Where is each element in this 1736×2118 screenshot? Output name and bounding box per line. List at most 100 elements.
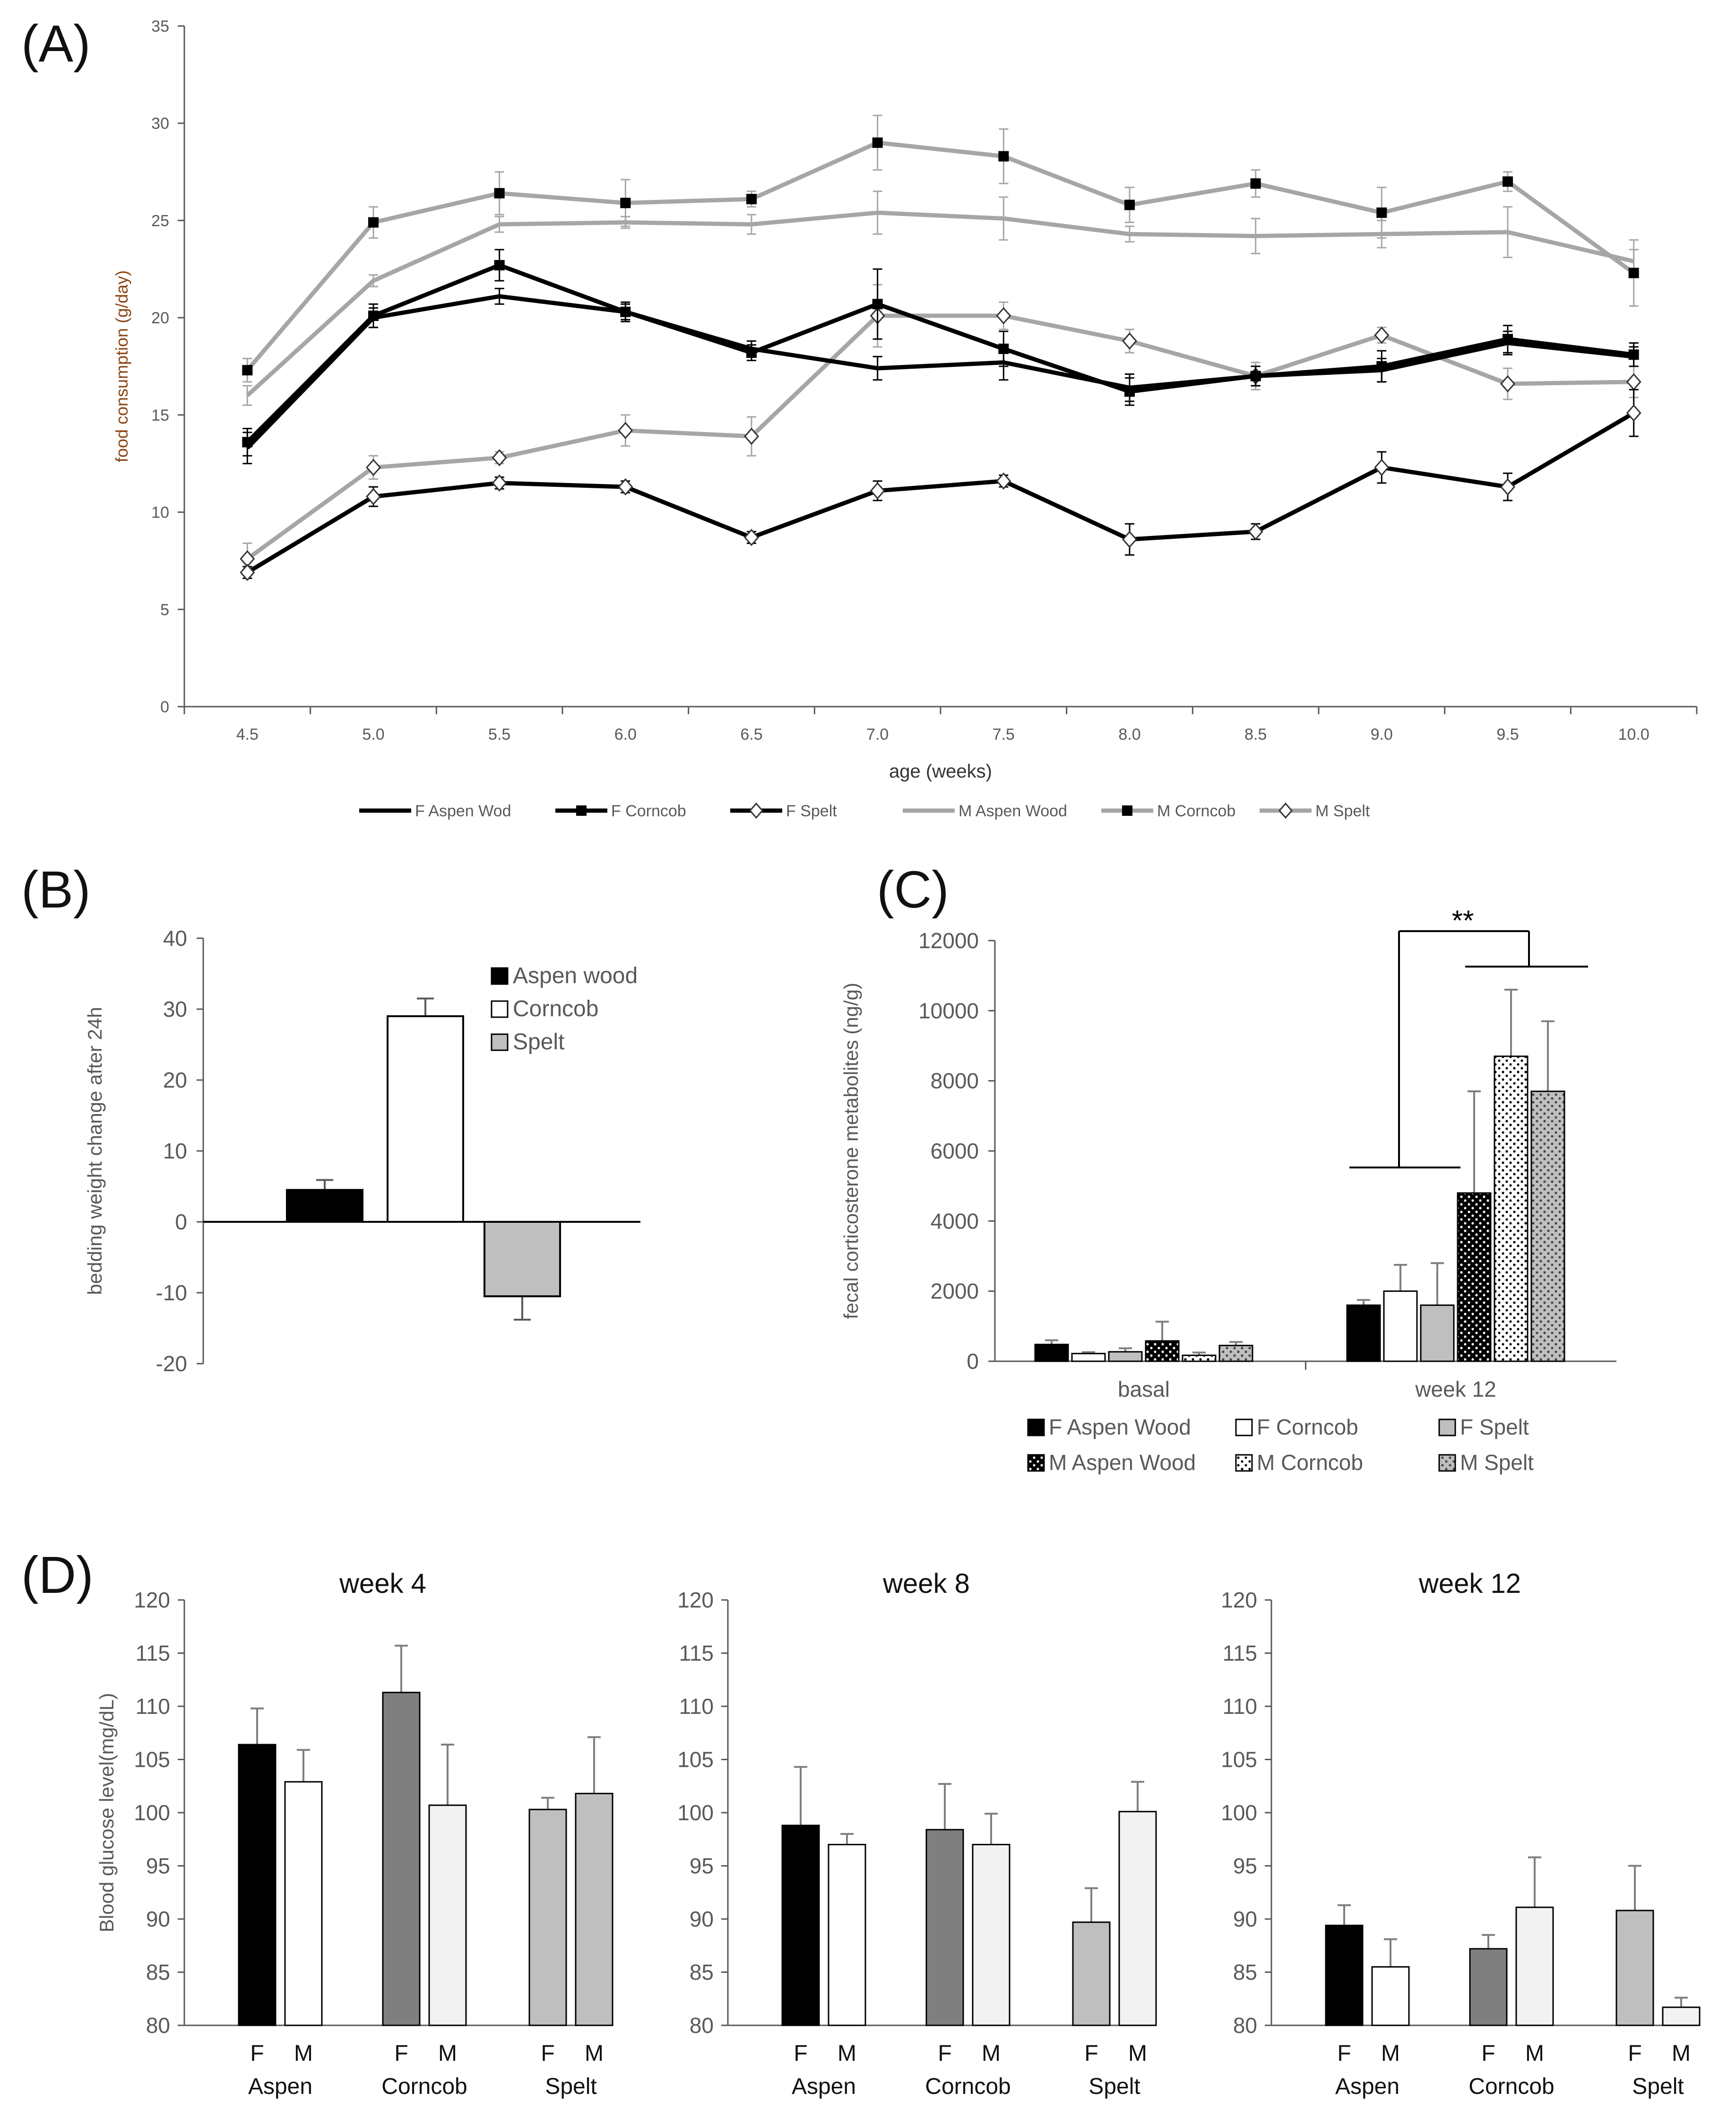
c-y-axis-label: fecal corticosterone metabolites (ng/g) [840,983,862,1319]
d-y-tick-label: 110 [679,1694,714,1719]
d-bar-label: M [438,2041,457,2066]
a-data-point [1122,332,1137,350]
d-y-tick-label: 120 [134,1588,170,1612]
d-group-label: Aspen [1335,2074,1399,2099]
a-data-point [746,194,757,205]
d-y-tick-label: 90 [690,1907,714,1931]
a-series-line [246,313,1634,561]
a-data-point [1626,404,1641,422]
a-data-point [1500,478,1515,496]
d-bar-aspen-f [781,1824,820,2026]
panel-label-d: (D) [21,1546,94,1604]
d-chart-title: week 12 [1418,1568,1521,1599]
b-y-tick-label: -20 [156,1351,187,1376]
c-bar-m-aspen-wood [1457,1192,1492,1362]
d-bar-label: M [982,2041,1001,2066]
d-y-tick-label: 80 [690,2013,714,2038]
a-x-tick-label: 8.5 [1244,726,1267,743]
d-y-tick-label: 115 [1223,1641,1257,1666]
d-y-tick-label: 90 [146,1907,170,1931]
c-legend-label: M Spelt [1460,1450,1534,1475]
a-data-point [744,427,759,445]
d-bar-spelt-m [575,1793,613,2026]
d-y-tick-label: 120 [677,1588,714,1612]
d-group-label: Spelt [1632,2074,1684,2099]
d-bar-label: F [394,2041,408,2066]
a-data-point [870,482,885,500]
c-bar-m-corncob [1182,1354,1217,1362]
c-bar-m-spelt [1530,1090,1565,1362]
c-significance-label: ** [1452,905,1474,936]
d-y-tick-label: 95 [1233,1854,1257,1878]
d-bar-corncob-f [1469,1948,1508,2026]
a-data-point [1500,375,1515,393]
c-legend-swatch [1027,1418,1045,1436]
a-data-point [1628,268,1639,278]
d-bar-label: F [794,2041,807,2066]
c-legend-label: F Corncob [1257,1415,1358,1439]
d-group-label: Aspen [248,2074,312,2099]
d-y-tick-label: 85 [146,1960,170,1985]
b-legend-label: Corncob [513,996,598,1021]
a-data-point [618,478,633,496]
b-y-tick-label: 40 [163,926,187,951]
a-data-point [872,137,883,148]
d-bar-label: M [585,2041,604,2066]
c-y-tick-label: 4000 [931,1209,979,1233]
d-bar-label: F [938,2041,951,2066]
c-legend-swatch [1235,1454,1253,1472]
d-bar-corncob-m [428,1804,467,2026]
d-bar-spelt-m [1118,1811,1157,2026]
d-bar-label: F [1628,2041,1641,2066]
a-data-point [1124,386,1135,397]
a-legend-marker [1122,805,1132,816]
d-bar-aspen-f [1325,1925,1364,2026]
c-legend-swatch [1438,1418,1456,1436]
b-y-axis-label: bedding weight change after 24h [84,1007,106,1295]
d-bar-corncob-m [972,1844,1011,2026]
d-bar-label: F [1337,2041,1351,2066]
a-data-point [618,422,633,440]
a-x-tick-label: 9.0 [1371,726,1393,743]
c-bar-f-aspen-wood [1034,1343,1069,1362]
a-data-point [494,260,505,271]
a-legend-label: M Spelt [1315,802,1370,820]
b-y-tick-label: 20 [163,1068,187,1092]
a-series-line [246,263,1634,444]
a-data-point [998,151,1009,162]
a-data-point [998,343,1009,354]
d-y-tick-label: 90 [1233,1907,1257,1931]
a-data-point [366,458,381,476]
panel-c-bar-chart: 0 2000 4000 6000 8000 10000 12000 fecal cortico… [840,905,1616,1475]
d-bar-spelt-f [528,1808,567,2026]
d-bar-spelt-f [1072,1921,1111,2026]
d-y-tick-label: 105 [677,1747,714,1772]
a-y-tick-label: 25 [151,212,169,230]
panel-a-line-chart: 0 5 10 15 20 25 30 35 4.5 5.0 5.5 6.0 6.5 7.0 7.5 8.0 8.… [112,17,1698,820]
d-bar-spelt-m [1662,2006,1701,2026]
d-y-tick-label: 100 [1221,1800,1257,1825]
a-data-point [620,306,631,317]
a-data-point [1374,326,1390,344]
panel-d-week8-chart: 80 85 90 95 100 105 110 115 120 week 8 F M Aspen F M Co… [677,1568,1157,2099]
c-y-tick-label: 8000 [931,1069,979,1093]
d-y-tick-label: 100 [134,1800,170,1825]
c-bar-f-aspen-wood [1346,1304,1381,1362]
c-bar-f-spelt [1420,1304,1455,1362]
a-x-tick-label: 6.5 [740,726,762,743]
c-bar-f-corncob [1071,1353,1106,1362]
d-y-tick-label: 95 [690,1854,714,1878]
b-legend-swatch [491,967,509,985]
a-legend-marker [1278,802,1293,819]
a-data-point [1250,178,1261,189]
d-y-tick-label: 105 [1221,1747,1257,1772]
a-data-point [242,437,253,448]
a-y-tick-label: 15 [151,406,169,424]
d-bar-label: M [1128,2041,1147,2066]
d-bar-aspen-m [284,1781,323,2026]
c-legend-swatch [1027,1454,1045,1472]
b-legend-swatch [491,1033,509,1051]
a-data-point [492,449,507,467]
d-chart-title: week 8 [882,1568,970,1599]
